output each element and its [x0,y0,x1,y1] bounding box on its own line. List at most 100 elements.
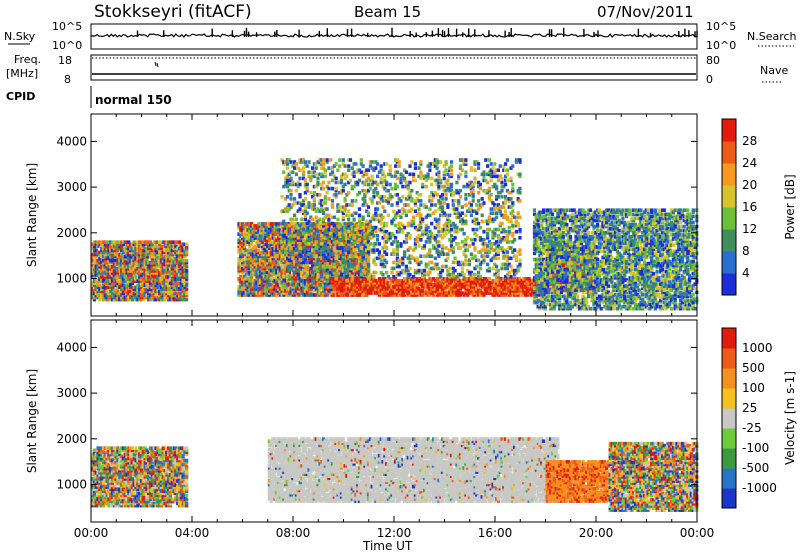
range-gate-cell [556,210,560,215]
range-gate-cell [260,268,264,273]
range-gate-cell [343,289,347,293]
range-gate-cell [262,283,266,287]
range-gate-cell [525,293,529,297]
range-gate-cell [145,246,149,251]
range-gate-cell [241,285,245,289]
range-gate-cell [361,264,365,269]
range-gate-cell [410,291,414,295]
range-gate-cell [259,291,263,295]
range-gate-cell [159,256,163,261]
range-gate-cell [354,222,358,226]
range-gate-cell [556,296,560,301]
range-gate-cell [163,242,167,247]
range-gate-cell [136,242,140,247]
range-gate-cell [250,230,254,234]
range-gate-cell [176,275,180,279]
range-gate-cell [318,230,322,234]
range-gate-cell [123,267,127,271]
range-gate-cell [110,287,115,292]
range-gate-cell [357,279,362,283]
range-gate-cell [541,267,546,272]
range-gate-cell [404,279,408,283]
range-gate-cell [280,283,284,287]
range-gate-cell [313,236,317,240]
range-gate-cell [444,277,448,281]
range-gate-cell [536,212,540,217]
range-gate-cell [345,238,349,242]
range-gate-cell [118,256,122,261]
range-gate-cell [590,276,594,280]
range-gate-cell [268,287,272,291]
range-gate-cell [448,293,452,297]
range-gate-cell [442,281,446,285]
range-gate-cell [145,252,149,257]
range-gate-cell [109,244,113,249]
range-gate-cell [125,254,129,259]
range-gate-cell [176,246,180,251]
range-gate-cell [120,262,124,267]
range-gate-cell [552,224,556,229]
range-gate-cell [163,262,167,267]
range-gate-cell [100,269,104,273]
range-gate-cell [145,240,149,244]
range-gate-cell [130,242,134,247]
range-gate-cell [536,226,540,231]
range-gate-cell [246,264,250,269]
range-gate-cell [545,294,549,299]
range-gate-cell [543,306,547,311]
range-gate-cell [534,231,538,235]
range-gate-cell [543,233,547,237]
range-gate-cell [174,265,178,269]
range-gate-cell [237,240,241,244]
range-gate-cell [554,228,558,233]
range-gate-cell [139,244,144,249]
range-gate-cell [356,285,360,289]
range-gate-cell [98,289,102,294]
range-gate-cell [94,269,98,273]
range-gate-cell [455,293,459,297]
range-gate-cell [242,246,246,251]
range-gate-cell [148,283,153,287]
range-gate-cell [322,285,326,289]
range-gate-cell [114,275,118,279]
range-gate-cell [428,287,432,291]
station-title: Stokkseyri (fitACF) [94,2,252,22]
range-gate-cell [275,248,279,253]
range-gate-cell [298,264,302,269]
range-gate-cell [338,256,342,261]
range-gate-cell [165,271,169,275]
range-gate-cell [572,263,576,268]
range-gate-cell [504,281,508,285]
range-gate-cell [244,232,248,236]
range-gate-cell [412,289,416,293]
range-gate-cell [578,280,582,284]
range-gate-cell [536,282,540,286]
range-gate-cell [332,254,336,259]
range-gate-cell [404,291,408,295]
range-gate-cell [545,302,549,307]
range-gate-cell [359,289,363,293]
range-gate-cell [311,258,315,263]
range-gate-cell [242,274,246,279]
range-gate-cell [158,246,162,251]
range-gate-cell [150,279,154,283]
range-gate-cell [316,283,320,287]
range-gate-cell [284,264,288,269]
range-gate-cell [540,267,544,272]
range-gate-cell [185,281,189,285]
range-gate-cell [158,244,162,249]
range-gate-cell [132,248,136,253]
range-gate-cell [354,274,358,279]
range-gate-cell [392,277,396,281]
range-gate-cell [277,287,281,291]
range-gate-cell [543,294,547,299]
range-gate-cell [289,254,293,259]
range-gate-cell [549,216,553,221]
range-gate-cell [471,281,475,285]
range-gate-cell [148,244,153,249]
range-gate-cell [109,281,113,285]
range-gate-cell [176,281,180,285]
range-gate-cell [250,222,254,226]
range-gate-cell [336,289,340,293]
range-gate-cell [183,283,187,287]
